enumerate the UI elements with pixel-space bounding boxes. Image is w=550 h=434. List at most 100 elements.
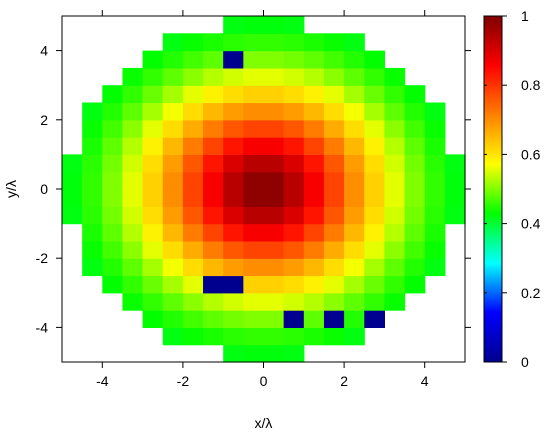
heatmap-cell [364,50,385,69]
heatmap-cell [263,258,285,277]
heatmap-cell [323,171,345,190]
colorbar-tick-label: 0.2 [521,285,541,301]
heatmap-cell [223,119,244,138]
heatmap-cell [404,206,426,225]
heatmap-cell [263,310,285,328]
heatmap-cell [303,67,325,86]
heatmap-cell [62,189,83,207]
heatmap-cell [384,206,406,225]
heatmap-cell [182,240,204,259]
heatmap-cell [243,85,265,104]
heatmap-cell [384,67,406,86]
heatmap-cell [82,206,103,225]
heatmap-cell [283,85,305,104]
heatmap-cell [102,206,124,225]
heatmap-cell [364,171,385,190]
heatmap-cell [344,327,365,346]
heatmap-cell [223,171,244,190]
heatmap-cell [303,33,325,52]
heatmap-cell [323,119,345,138]
heatmap-cell [182,206,204,225]
heatmap-cell [203,292,224,311]
heatmap-cell [223,206,244,225]
heatmap-cell [243,275,265,294]
heatmap-cell [344,275,365,294]
heatmap-cell [323,189,345,207]
heatmap-cell [223,189,244,207]
heatmap-cell [122,137,144,155]
heatmap-cell [162,258,184,277]
heatmap-cell [182,292,204,311]
colorbar-ticks: 0 0.2 0.4 0.6 0.8 1 [484,8,541,370]
heatmap-cell [122,171,144,190]
heatmap-cell [122,85,144,104]
heatmap-cell [223,67,244,86]
heatmap-cell [82,223,103,242]
heatmap-cell [102,137,124,155]
heatmap-cell [364,310,385,328]
heatmap-cell [303,154,325,173]
heatmap-cell [182,171,204,190]
heatmap-cell [142,206,164,225]
heatmap-cell [203,327,224,346]
heatmap-cell [223,240,244,259]
y-tick-label: -2 [36,250,49,266]
heatmap-cell [182,327,204,346]
heatmap-cell [323,102,345,121]
heatmap-cell [263,327,285,346]
heatmap-cell [223,137,244,155]
heatmap-cell [404,154,426,173]
heatmap-cell [344,189,365,207]
heatmap-cell [122,240,144,259]
heatmap-cell [243,189,265,207]
heatmap-cell [303,102,325,121]
heatmap-cell [424,240,446,259]
heatmap-cell [364,240,385,259]
heatmap-cell [344,85,365,104]
heatmap-cell [223,33,244,52]
heatmap-cell [404,275,426,294]
heatmap-cell [323,67,345,86]
heatmap-cell [303,292,325,311]
heatmap-cell [384,102,406,121]
heatmap-cell [203,154,224,173]
heatmap-cell [203,137,224,155]
x-tick-label: 0 [260,373,268,389]
heatmap-cell [263,119,285,138]
heatmap-cell [243,137,265,155]
colorbar [483,15,503,363]
heatmap-cell [384,85,406,104]
heatmap-cell [122,102,144,121]
heatmap-cell [283,344,305,363]
heatmap-cell [424,154,446,173]
x-tick-label: 4 [421,373,429,389]
heatmap-cell [162,50,184,69]
heatmap-cell [162,119,184,138]
heatmap-cell [182,137,204,155]
heatmap-cell [344,292,365,311]
heatmap-cell [364,223,385,242]
y-axis: -4 -2 0 2 4 [36,43,471,335]
heatmap-cell [384,137,406,155]
y-tick-label: 4 [40,43,48,59]
heatmap-cell [303,119,325,138]
heatmap-cell [424,223,446,242]
heatmap-cell [444,171,466,190]
heatmap-cell [323,258,345,277]
y-tick-label: -4 [36,319,49,335]
heatmap-cell [223,102,244,121]
heatmap-cell [283,50,305,69]
heatmap-cell [162,223,184,242]
heatmap-cell [223,275,244,294]
heatmap-cell [263,16,285,34]
heatmap-cell [384,171,406,190]
heatmap-cell [203,171,224,190]
heatmap-cell [203,85,224,104]
heatmap-cell [82,119,103,138]
heatmap-cell [182,85,204,104]
heatmap-cell [243,310,265,328]
heatmap-cell [142,137,164,155]
heatmap-cell [243,16,265,34]
heatmap-cell [344,119,365,138]
